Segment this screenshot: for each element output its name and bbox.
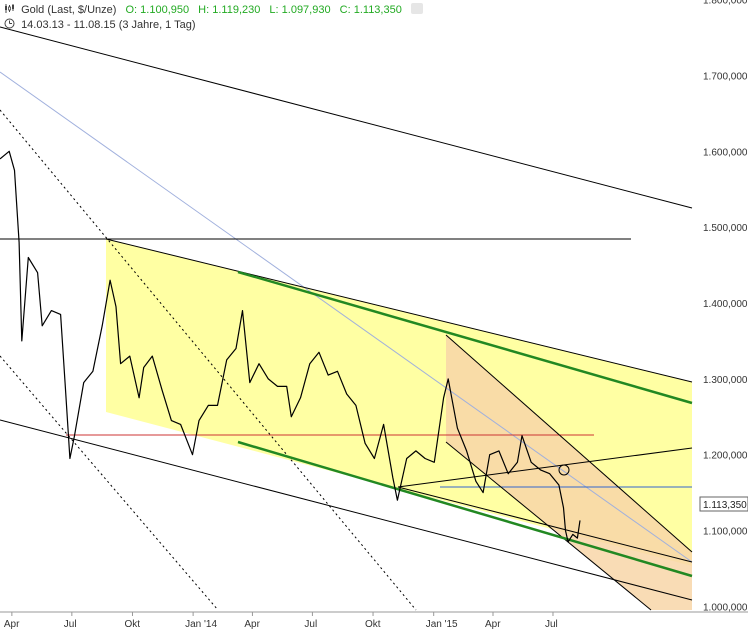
last-price-tag: 1.113,350 [699, 496, 748, 512]
y-tick-label: 1.200,000 [703, 451, 748, 462]
x-tick-label: Apr [4, 619, 20, 630]
last-price-label: 1.113,350 [703, 500, 747, 511]
blue-diagonal-line [0, 71, 693, 563]
open-value: O: 1.100,950 [125, 4, 190, 16]
x-tick-label: Okt [365, 619, 381, 630]
y-tick-label: 1.300,000 [703, 375, 748, 386]
rising-trendline [397, 447, 693, 488]
channel-line-c [445, 441, 652, 611]
y-tick-label: 1.000,000 [703, 602, 748, 613]
y-tick-label: 1.600,000 [703, 147, 748, 158]
trend-channel-zones [106, 239, 692, 610]
upper-resistance-line [0, 26, 693, 209]
trendlines [0, 26, 693, 611]
x-axis: Apr Jul Okt Jan '14 Apr Jul Okt Jan '15 Apr Jul [0, 611, 748, 630]
y-tick-label: 1.700,000 [703, 71, 748, 82]
channel-line-d [397, 486, 693, 563]
chart-header: Gold (Last, $/Unze) O: 1.100,950 H: 1.11… [4, 3, 423, 16]
x-tick-label: Jul [304, 619, 317, 630]
last-price-box [699, 496, 748, 512]
x-tick-label: Jul [64, 619, 77, 630]
clock-icon [4, 18, 15, 29]
settings-icon[interactable] [410, 3, 423, 14]
low-value: L: 1.097,930 [269, 4, 331, 16]
y-tick-label: 1.800,000 [703, 0, 748, 7]
date-range-row: 14.03.13 - 11.08.15 (3 Jahre, 1 Tag) [4, 18, 196, 31]
x-tick-label: Jan '14 [185, 619, 217, 630]
x-tick-label: Apr [485, 619, 501, 630]
instrument-title: Gold (Last, $/Unze) [21, 4, 117, 16]
channel-line-a [105, 238, 693, 383]
price-series-line [0, 150, 581, 543]
y-axis: 1.800,000 1.700,000 1.600,000 1.500,000 1.40… [703, 0, 748, 613]
y-tick-label: 1.400,000 [703, 299, 748, 310]
candlestick-icon[interactable] [4, 3, 15, 14]
close-value: C: 1.113,350 [339, 4, 402, 16]
x-tick-label: Okt [125, 619, 141, 630]
orange-trend-channel [446, 335, 692, 610]
y-tick-label: 1.500,000 [703, 223, 748, 234]
dotted-trendline-1 [0, 109, 417, 611]
marker-circle [558, 464, 570, 476]
dotted-trendline-2 [0, 355, 219, 611]
green-upper-line [237, 270, 693, 405]
x-tick-label: Jul [545, 619, 558, 630]
high-value: H: 1.119,230 [198, 4, 261, 16]
date-range: 14.03.13 - 11.08.15 (3 Jahre, 1 Tag) [21, 19, 196, 31]
x-tick-label: Apr [244, 619, 260, 630]
channel-line-b [445, 334, 693, 553]
lower-support-line [0, 419, 693, 601]
x-tick-label: Jan '15 [426, 619, 458, 630]
green-lower-line [237, 440, 693, 578]
y-tick-label: 1.100,000 [703, 527, 748, 538]
